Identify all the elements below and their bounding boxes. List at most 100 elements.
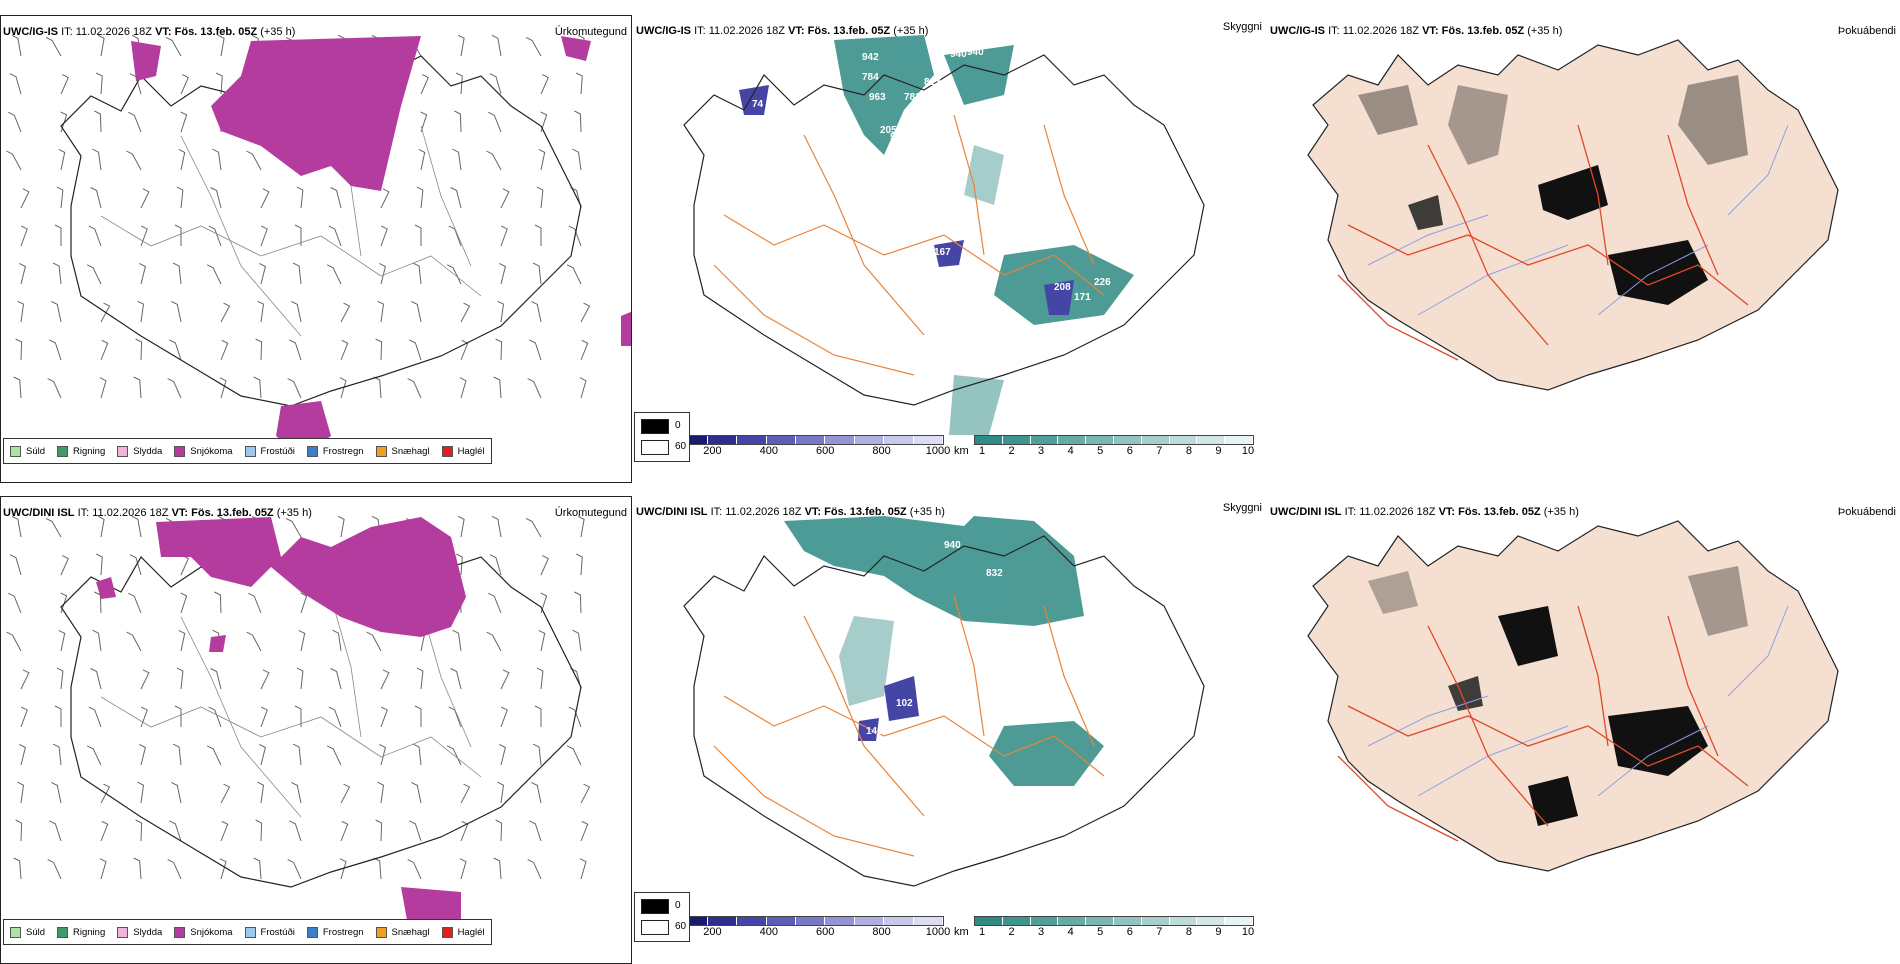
wind-barb <box>260 706 268 728</box>
vt-label: VT: <box>1438 506 1456 518</box>
colorbar-step <box>1002 917 1031 925</box>
wind-barb <box>100 302 111 323</box>
wind-barb <box>92 629 102 652</box>
legend-swatch <box>306 926 318 938</box>
wind-barb <box>500 225 508 247</box>
wind-barb <box>253 376 262 399</box>
roads <box>100 596 482 818</box>
colorbar-step <box>1141 436 1170 444</box>
wind-barb <box>9 73 22 95</box>
wind-barb <box>459 377 467 399</box>
visibility-value-label: 832 <box>986 568 1003 579</box>
wind-barb <box>287 378 302 399</box>
colorbar-step <box>678 436 708 444</box>
colorbar-tick: 9 <box>1215 445 1222 457</box>
visibility-map: 548 940 832 488 102 141 <box>683 516 1205 887</box>
colorbar-step <box>766 917 797 925</box>
colorbar-tick: 5 <box>1097 445 1104 457</box>
wind-barb <box>579 858 587 880</box>
model-name: UWC/IG-IS <box>636 25 691 37</box>
fog-map <box>1307 520 1839 872</box>
colorbar-step <box>1113 917 1142 925</box>
wind-barb <box>450 668 462 690</box>
wind-barb <box>20 188 30 209</box>
it-value: 11.02.2026 18Z <box>1342 25 1419 37</box>
wind-barb <box>140 188 150 209</box>
wind-barb <box>180 111 188 133</box>
wind-barb <box>340 339 349 361</box>
model-name: UWC/IG-IS <box>3 26 58 38</box>
wind-barb <box>6 150 22 171</box>
visibility-value-label: 557 <box>916 135 933 146</box>
wind-barb <box>460 302 471 323</box>
wind-barb <box>88 706 102 728</box>
wind-barb <box>214 591 222 614</box>
colorbar-step <box>737 436 767 444</box>
wind-barb <box>446 745 462 766</box>
wind-barb <box>133 857 142 880</box>
wind-barb <box>45 517 62 538</box>
precip-panel-row1: UWC/IG-IS IT: 11.02.2026 18Z VT: Fös. 13… <box>0 15 632 483</box>
wind-barb <box>220 783 231 804</box>
wind-barb <box>300 592 308 614</box>
wind-barb <box>172 262 182 285</box>
wind-barb <box>128 111 142 133</box>
wind-barb <box>454 110 462 133</box>
wind-barb <box>409 339 422 361</box>
fog-panel-row2: UWC/DINI ISL IT: 11.02.2026 18Z VT: Fös.… <box>1268 496 1900 964</box>
wind-barb <box>340 820 349 842</box>
wind-barb <box>457 515 465 538</box>
lead-time: (+35 h) <box>893 25 929 37</box>
wind-barb <box>292 262 302 285</box>
legend-item: Haglél <box>441 445 485 457</box>
wind-barb <box>86 264 102 285</box>
colorbar-tick: 600 <box>816 445 835 457</box>
wind-barb <box>135 819 143 842</box>
colorbar-steps <box>648 916 944 926</box>
wind-barb <box>45 36 62 57</box>
fog-panel-row1: UWC/IG-IS IT: 11.02.2026 18Z VT: Fös. 13… <box>1268 15 1900 483</box>
visibility-value-label: 963 <box>869 92 886 103</box>
wind-barb <box>129 554 142 576</box>
colorbar-step <box>825 917 855 925</box>
colorbar-step <box>913 436 944 444</box>
colorbar-step <box>1197 917 1226 925</box>
fog-legend-label: 60 <box>675 921 687 932</box>
wind-barb <box>457 34 465 57</box>
roads <box>1337 605 1749 842</box>
it-value: 11.02.2026 18Z <box>1359 506 1436 518</box>
wind-barb <box>212 148 222 171</box>
visibility-colorbar: km 1 2 3 4 5 6 7 8 9 10 <box>954 435 1254 473</box>
fog-legend: 0 60 <box>634 412 690 462</box>
colorbar-step <box>854 917 885 925</box>
colorbar-tick: 8 <box>1185 926 1192 938</box>
wind-barb <box>260 669 270 690</box>
legend-label: Rigning <box>73 926 106 938</box>
lead-time: (+35 h) <box>260 26 296 38</box>
visibility-value-label: 940 <box>944 540 961 551</box>
legend-label: Frostregn <box>322 926 364 938</box>
legend-swatch <box>117 445 129 457</box>
wind-barb <box>13 857 22 880</box>
wind-barb <box>330 668 342 690</box>
it-label: IT: <box>710 506 723 518</box>
wind-barb <box>579 377 587 399</box>
wind-barb <box>17 300 25 323</box>
panel-title: Þokuábendi <box>1837 25 1896 37</box>
lead-time: (+35 h) <box>1527 25 1563 37</box>
iceland-outline <box>60 55 582 407</box>
wind-barb <box>536 186 544 209</box>
wind-barb <box>56 186 64 209</box>
visibility-value-label: 74 <box>752 99 764 110</box>
colorbar-unit: km <box>954 445 969 457</box>
legend-label: Haglél <box>457 445 485 457</box>
colorbar-tick: 1 <box>978 445 986 457</box>
colorbar-step <box>975 436 1003 444</box>
colorbar-step <box>1030 436 1059 444</box>
wind-barb <box>47 859 62 880</box>
wind-barb <box>420 74 429 95</box>
wind-barb <box>291 781 302 804</box>
roads <box>100 115 482 337</box>
wind-barb <box>493 376 502 399</box>
roads <box>1337 124 1749 361</box>
